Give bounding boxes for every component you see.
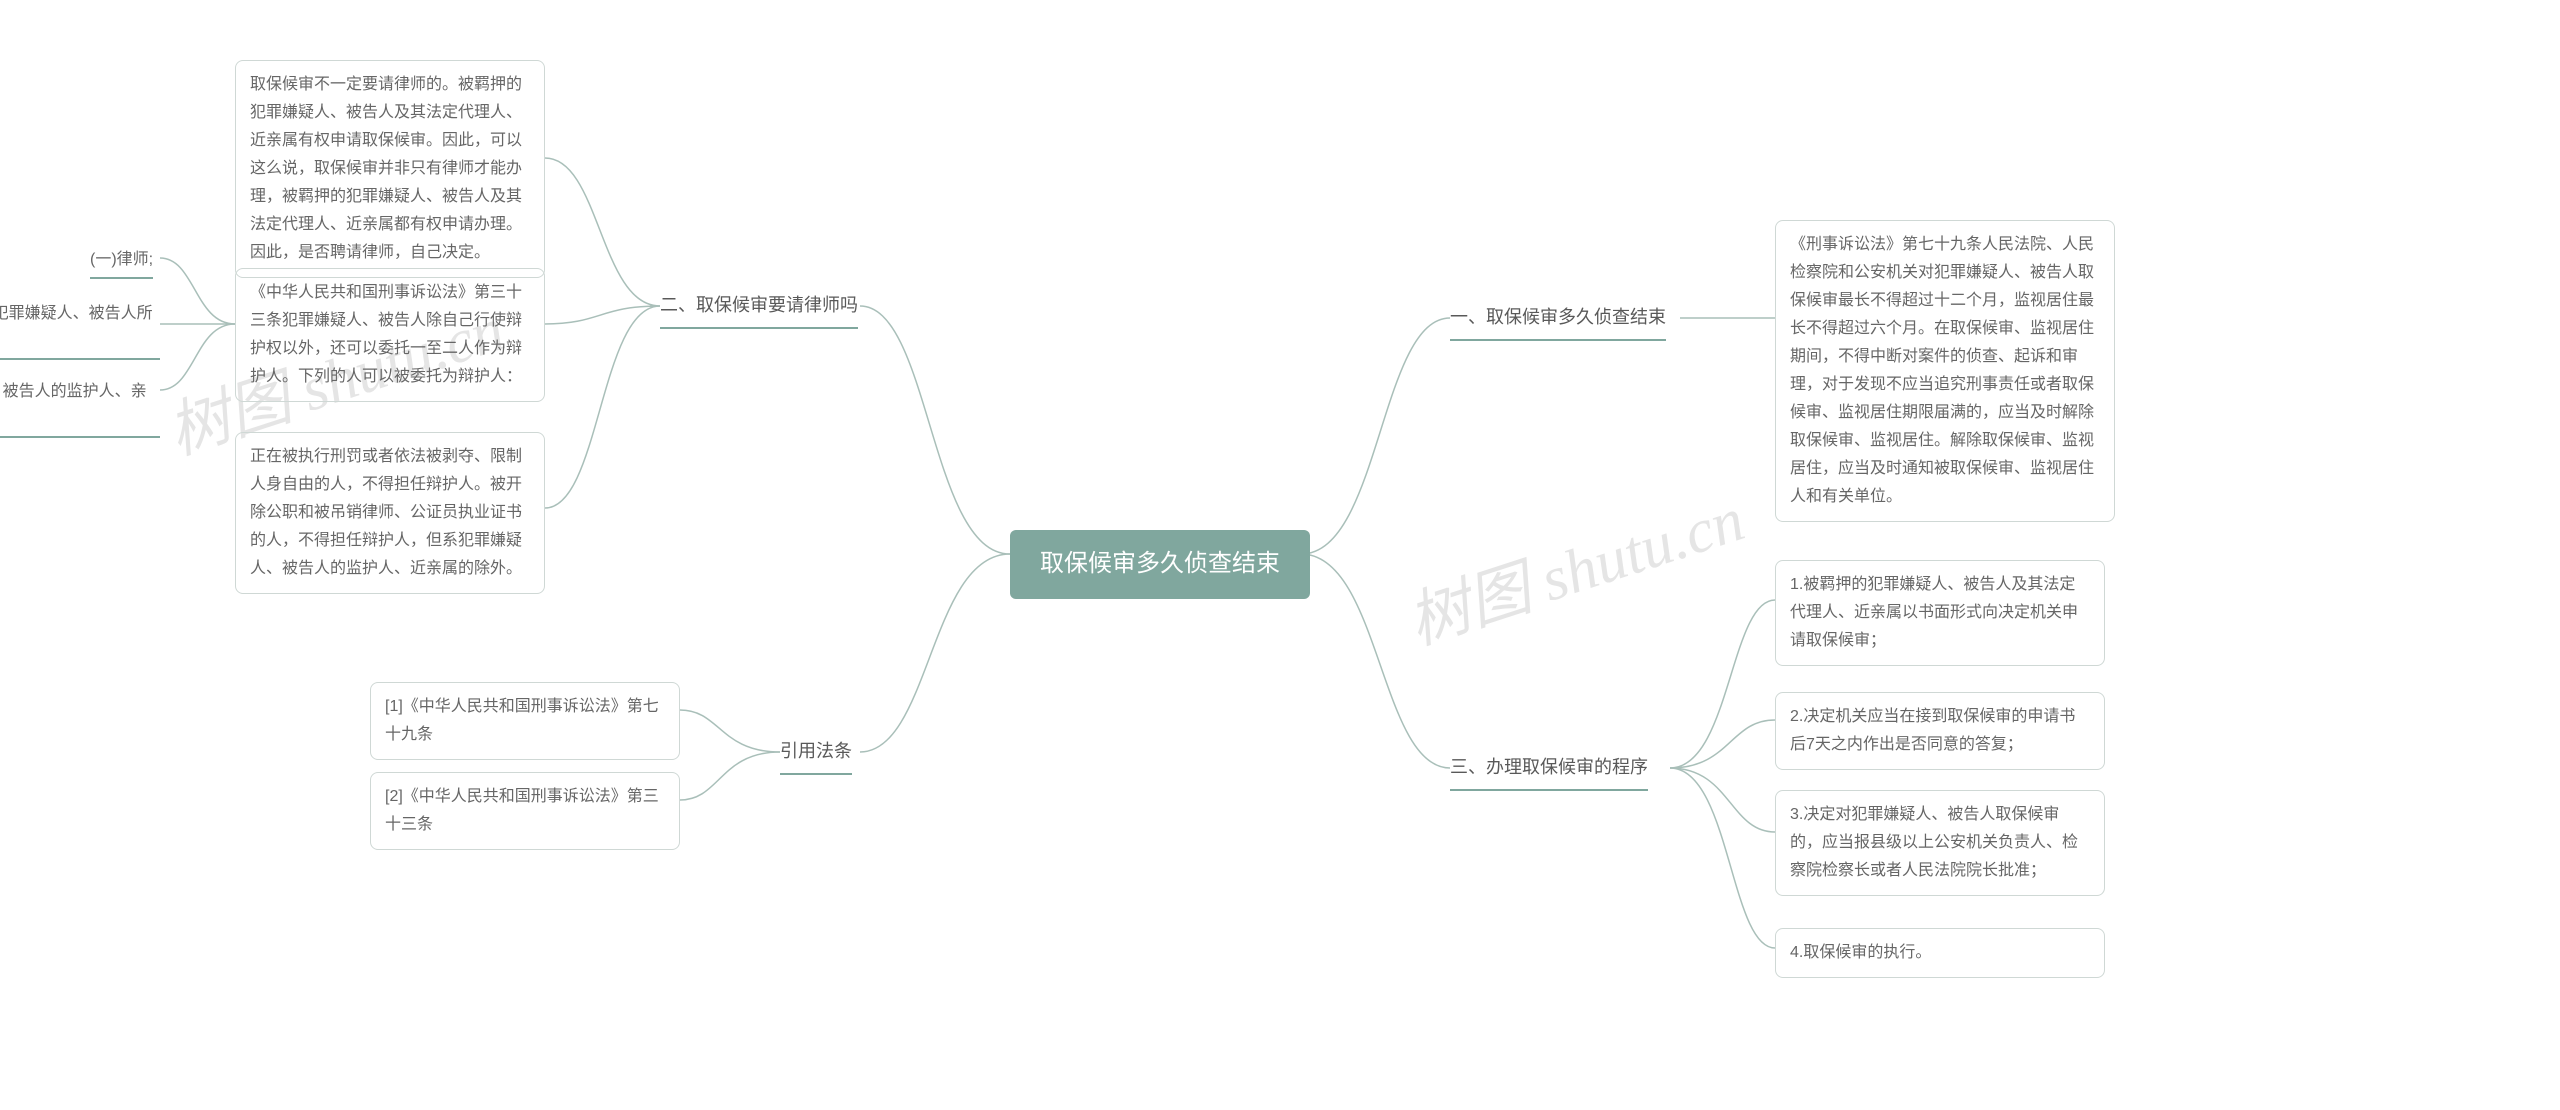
branch-3: 三、办理取保候审的程序 — [1450, 752, 1648, 791]
branch-3-leaf-4: 4.取保候审的执行。 — [1775, 928, 2105, 978]
branch-ref-leaf-2: [2]《中华人民共和国刑事诉讼法》第三十三条 — [370, 772, 680, 850]
branch-2-leaf-b: 《中华人民共和国刑事诉讼法》第三十三条犯罪嫌疑人、被告人除自己行使辩护权以外，还… — [235, 268, 545, 402]
branch-2-sub-3: (三)犯罪嫌疑人、被告人的监护人、亲友。 — [0, 378, 160, 438]
branch-1: 一、取保候审多久侦查结束 — [1450, 302, 1666, 341]
branch-2-sub-2: (二)人民团体或者犯罪嫌疑人、被告人所在单位推荐的人; — [0, 300, 160, 360]
watermark: 树图 shutu.cn — [1395, 468, 1754, 661]
branch-2-sub-1: (一)律师; — [90, 246, 153, 279]
branch-2-leaf-c: 正在被执行刑罚或者依法被剥夺、限制人身自由的人，不得担任辩护人。被开除公职和被吊… — [235, 432, 545, 594]
branch-1-leaf: 《刑事诉讼法》第七十九条人民法院、人民检察院和公安机关对犯罪嫌疑人、被告人取保候… — [1775, 220, 2115, 522]
branch-3-leaf-2: 2.决定机关应当在接到取保候审的申请书后7天之内作出是否同意的答复； — [1775, 692, 2105, 770]
root-node: 取保候审多久侦查结束 — [1010, 530, 1310, 599]
branch-ref: 引用法条 — [780, 736, 852, 775]
branch-3-leaf-1: 1.被羁押的犯罪嫌疑人、被告人及其法定代理人、近亲属以书面形式向决定机关申请取保… — [1775, 560, 2105, 666]
branch-ref-leaf-1: [1]《中华人民共和国刑事诉讼法》第七十九条 — [370, 682, 680, 760]
branch-2-leaf-a: 取保候审不一定要请律师的。被羁押的犯罪嫌疑人、被告人及其法定代理人、近亲属有权申… — [235, 60, 545, 278]
branch-3-leaf-3: 3.决定对犯罪嫌疑人、被告人取保候审的，应当报县级以上公安机关负责人、检察院检察… — [1775, 790, 2105, 896]
branch-2: 二、取保候审要请律师吗 — [660, 290, 858, 329]
